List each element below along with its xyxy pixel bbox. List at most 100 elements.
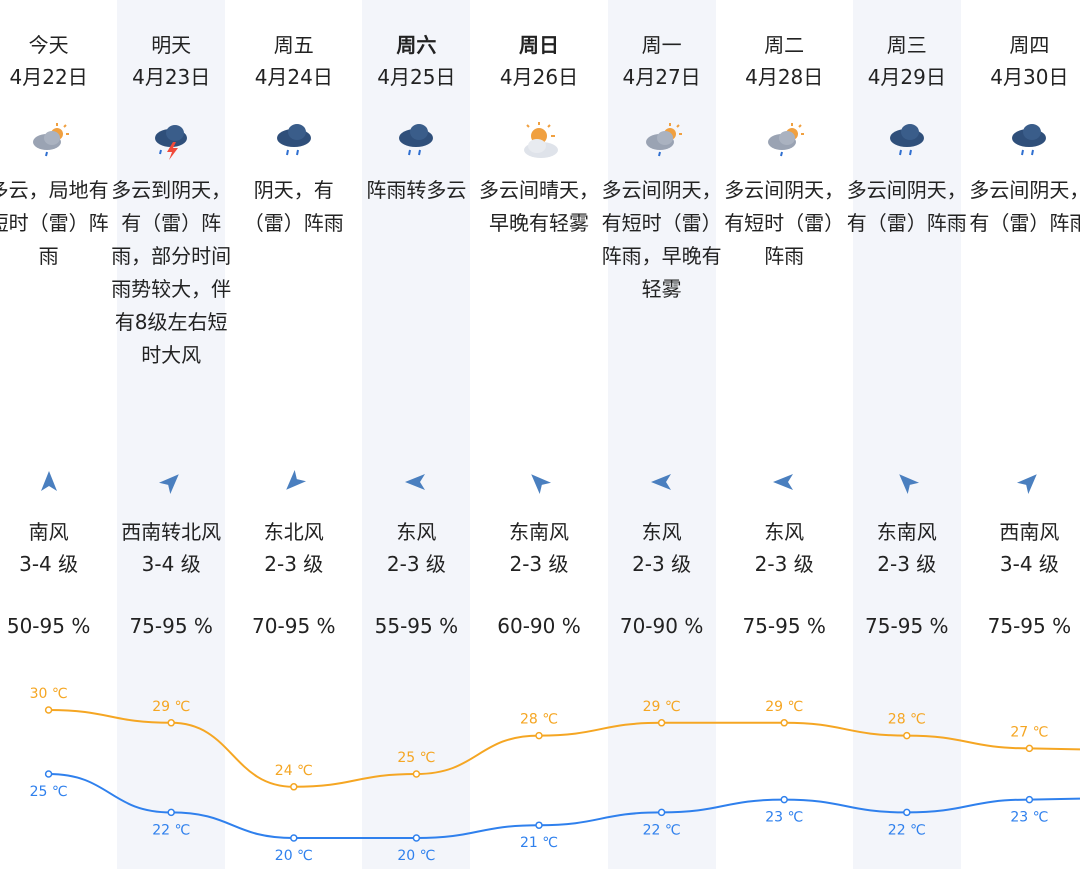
weather-description: 多云间晴天，早晚有轻雾 [479, 178, 599, 235]
high-temp-label: 24 ℃ [275, 763, 313, 779]
day-name: 今天 [28, 33, 69, 57]
weather-description: 阵雨转多云 [366, 178, 467, 202]
high-temp-point [657, 719, 666, 727]
low-temp-label: 25 ℃ [30, 784, 68, 800]
cloudy-shower-icon [25, 118, 73, 166]
day-date: 4月27日 [622, 65, 701, 89]
weather-description: 多云间阴天，有短时（雷）阵雨，早晚有轻雾 [601, 178, 722, 301]
humidity: 70-90 % [619, 614, 704, 638]
day-date: 4月26日 [499, 65, 579, 89]
low-temp-label: 22 ℃ [152, 822, 190, 838]
wind-direction-icon [278, 466, 310, 498]
low-temp-label: 22 ℃ [888, 822, 926, 838]
wind-level: 3-4 级 [141, 552, 201, 576]
day-date: 4月28日 [745, 65, 824, 89]
wind-direction-icon [523, 466, 555, 498]
day-name: 周六 [396, 33, 437, 57]
weather-description: 多云间阴天，有（雷）阵雨 [846, 178, 967, 235]
low-temp-label: 23 ℃ [1010, 810, 1048, 826]
wind-name: 东风 [641, 520, 682, 544]
humidity: 75-95 % [742, 614, 826, 638]
day-name: 周一 [641, 33, 682, 57]
high-temp-label: 29 ℃ [765, 699, 803, 715]
high-temp-point [290, 783, 298, 791]
day-name: 周四 [1009, 33, 1050, 57]
wind-name: 东南风 [509, 520, 569, 544]
high-temp-point [412, 770, 421, 778]
high-temp-point [1025, 744, 1034, 753]
weather-description: 多云，局地有短时（雷）阵雨 [0, 178, 109, 268]
humidity: 50-95 % [6, 614, 91, 638]
day-name: 周五 [273, 33, 314, 57]
low-temp-label: 20 ℃ [397, 848, 435, 864]
wind-direction-icon [400, 466, 432, 498]
low-temp-label: 21 ℃ [520, 835, 558, 851]
day-column: 周三 4月29日 多云间阴天，有（雷）阵雨 东南风 2-3 级 75-95 % [847, 0, 967, 869]
wind-level: 3-4 级 [19, 552, 79, 576]
low-temp-point [535, 821, 543, 829]
humidity: 55-95 % [374, 614, 459, 638]
day-name: 周日 [519, 33, 559, 57]
day-name: 周三 [886, 33, 927, 57]
wind-direction-icon [33, 466, 65, 498]
low-temp-label: 22 ℃ [643, 822, 681, 838]
day-date: 4月22日 [9, 65, 88, 89]
high-temp-label: 30 ℃ [30, 686, 68, 702]
humidity: 75-95 % [865, 614, 949, 638]
low-temp-point [780, 795, 788, 804]
wind-level: 2-3 级 [877, 552, 937, 576]
wind-name: 西南风 [999, 520, 1060, 544]
rain-icon [883, 118, 931, 166]
wind-level: 2-3 级 [264, 552, 324, 576]
cloudy-shower-icon [638, 118, 686, 166]
weather-description: 多云到阴天，有（雷）阵雨，部分时间雨势较大，伴有8级左右短时大风 [111, 178, 232, 367]
wind-level: 3-4 级 [999, 552, 1059, 576]
high-temp-point [44, 706, 53, 714]
wind-level: 2-3 级 [386, 552, 446, 576]
wind-level: 2-3 级 [632, 552, 692, 576]
low-temp-point [412, 834, 421, 842]
low-temp-label: 20 ℃ [275, 848, 313, 864]
wind-name: 西南转北风 [121, 520, 222, 544]
day-name: 明天 [151, 33, 192, 57]
high-temp-point [535, 731, 543, 740]
wind-name: 南风 [28, 520, 69, 544]
day-column: 周二 4月28日 多云间阴天，有短时（雷）阵雨 东风 2-3 级 75-95 % [724, 0, 844, 869]
low-temp-point [903, 808, 911, 817]
wind-name: 东风 [764, 520, 805, 544]
weather-description: 多云间阴天，有（雷）阵雨 [969, 178, 1080, 235]
low-temp-point [290, 834, 298, 842]
wind-level: 2-3 级 [509, 552, 569, 576]
high-temp-point [780, 719, 788, 727]
thunderstorm-icon [147, 118, 195, 166]
low-temp-point [1025, 795, 1034, 804]
low-temp-point [44, 770, 53, 778]
rain-icon [270, 118, 318, 166]
humidity: 75-95 % [987, 614, 1072, 638]
day-date: 4月23日 [132, 65, 211, 89]
day-column: 周日 4月26日多云间晴天，早晚有轻雾东南风 2-3 级 60-90 % [479, 0, 599, 869]
day-column: 周五 4月24日 阴天，有（雷）阵雨 东北风 2-3 级 70-95 % [240, 0, 348, 869]
wind-name: 东风 [396, 520, 437, 544]
rain-icon [1005, 118, 1053, 166]
temperature-chart: 30 ℃ 29 ℃ 24 ℃ 25 ℃ 28 ℃ 29 ℃ 29 ℃ 28 ℃ 27 ℃ 25 ℃… [30, 686, 1080, 864]
low-temp-point [167, 808, 175, 817]
high-temp-label: 29 ℃ [152, 699, 190, 715]
weather-description: 多云间阴天，有短时（雷）阵雨 [724, 178, 845, 268]
day-date: 4月24日 [254, 65, 333, 89]
day-date: 4月25日 [377, 65, 456, 89]
day-column: 周六 4月25日阵雨转多云东风 2-3 级 55-95 % [362, 0, 471, 869]
high-temp-point [903, 731, 911, 740]
rain-icon [392, 118, 440, 166]
day-column: 今天 4月22日多云，局地有短时（雷）阵雨南风 3-4 级 50-95 % [0, 0, 109, 869]
humidity: 60-90 % [497, 614, 581, 638]
low-temp-point [657, 808, 666, 817]
wind-direction-icon [155, 466, 187, 498]
wind-name: 东北风 [263, 520, 324, 544]
wind-direction-icon [1013, 466, 1045, 498]
humidity: 75-95 % [129, 614, 213, 638]
day-date: 4月29日 [867, 65, 946, 89]
wind-direction-icon [768, 466, 800, 498]
high-temp-label: 29 ℃ [643, 699, 681, 715]
weather-description: 阴天，有（雷）阵雨 [243, 178, 344, 235]
